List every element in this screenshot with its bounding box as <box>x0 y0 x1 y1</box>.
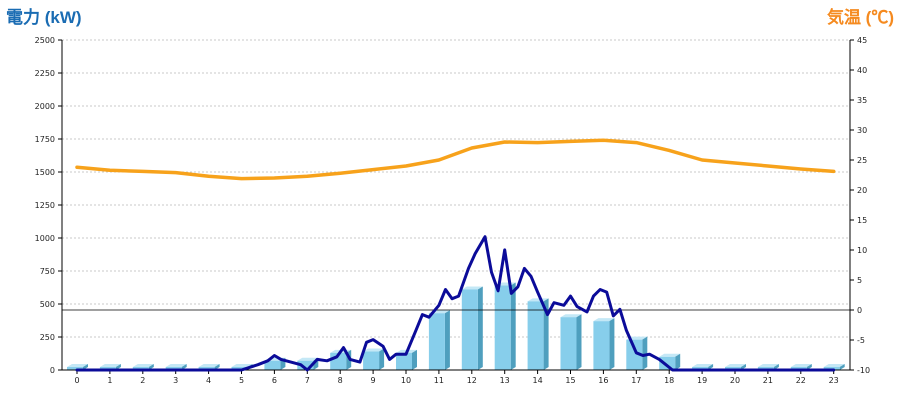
x-tick-label: 14 <box>533 376 543 385</box>
bar-top <box>790 364 812 367</box>
right-tick-label: 30 <box>857 126 867 135</box>
x-tick-label: 9 <box>371 376 376 385</box>
bar-top <box>231 364 253 367</box>
right-tick-label: 25 <box>857 156 867 165</box>
bar-side <box>576 314 582 370</box>
x-tick-label: 11 <box>434 376 444 385</box>
bar-side <box>609 318 615 370</box>
right-tick-label: 0 <box>857 306 862 315</box>
right-tick-label: 40 <box>857 66 867 75</box>
bar <box>593 321 610 370</box>
bar <box>264 360 281 370</box>
bar-top <box>99 364 121 367</box>
bar-top <box>560 314 582 318</box>
x-tick-label: 21 <box>763 376 773 385</box>
power-axis-title: 電力 (kW) <box>6 7 82 27</box>
bar-top <box>725 364 746 367</box>
x-tick-label: 19 <box>697 376 707 385</box>
left-tick-label: 500 <box>40 300 55 309</box>
bar-top <box>461 286 483 290</box>
x-tick-label: 0 <box>74 376 79 385</box>
bar-top <box>757 364 779 367</box>
right-tick-label: 5 <box>857 276 862 285</box>
gridlines <box>62 39 850 338</box>
bar-top <box>297 357 319 361</box>
x-tick-label: 4 <box>206 376 211 385</box>
left-tick-label: 2500 <box>35 36 55 45</box>
right-tick-label: 35 <box>857 96 867 105</box>
x-tick-label: 8 <box>338 376 343 385</box>
bar <box>626 339 643 370</box>
x-tick-label: 6 <box>272 376 277 385</box>
bar <box>527 301 544 370</box>
bar-top <box>67 364 88 367</box>
x-tick-label: 18 <box>664 376 674 385</box>
bar <box>67 367 83 370</box>
bar-top <box>165 364 187 367</box>
bar-top <box>527 298 549 302</box>
bar <box>461 289 478 370</box>
left-tick-label: 1250 <box>35 201 55 210</box>
bar <box>297 360 314 370</box>
bar <box>396 352 412 370</box>
x-tick-label: 3 <box>173 376 178 385</box>
x-tick-label: 23 <box>829 376 839 385</box>
left-tick-label: 1000 <box>35 234 55 243</box>
left-tick-label: 1500 <box>35 168 55 177</box>
power-line <box>75 235 836 372</box>
right-tick-label: 20 <box>857 186 867 195</box>
x-tick-label: 12 <box>467 376 477 385</box>
bar-side <box>675 353 681 370</box>
bar-side <box>412 349 417 370</box>
left-axis-ticks: 0 250 500 750 1000 1250 1500 1750 2000 2250 2500 <box>35 36 62 375</box>
bar <box>428 313 445 370</box>
bar-side <box>642 336 648 370</box>
x-tick-label: 22 <box>796 376 806 385</box>
x-tick-label: 2 <box>140 376 145 385</box>
bar-top <box>593 318 615 322</box>
right-tick-label: 45 <box>857 36 867 45</box>
series-lines <box>75 138 836 372</box>
bar-side <box>477 286 483 370</box>
x-tick-label: 16 <box>598 376 608 385</box>
bar-side <box>543 298 549 370</box>
left-tick-label: 2000 <box>35 102 55 111</box>
right-tick-label: -5 <box>857 336 865 345</box>
temperature-axis-title: 気温 (℃) <box>826 7 894 27</box>
right-tick-label: 10 <box>857 246 867 255</box>
bar <box>659 356 676 370</box>
x-tick-label: 1 <box>107 376 112 385</box>
bar <box>494 285 511 370</box>
right-tick-label: 15 <box>857 216 867 225</box>
bar-side <box>379 348 385 370</box>
x-axis-ticks: 0 1 2 3 4 5 6 7 8 9 10 11 12 13 14 15 16 17 18 19 20 21 22 23 <box>74 370 839 385</box>
x-tick-label: 10 <box>401 376 411 385</box>
bar-side <box>839 364 845 370</box>
bar <box>560 317 577 370</box>
bar-side <box>444 310 450 370</box>
left-tick-label: 250 <box>40 333 55 342</box>
left-tick-label: 1750 <box>35 135 55 144</box>
temperature-line <box>75 138 836 181</box>
x-tick-label: 13 <box>500 376 510 385</box>
right-axis-ticks: -10 -5 0 5 10 15 20 25 30 35 40 45 <box>850 36 870 375</box>
bar-top <box>692 364 714 367</box>
bar-side <box>510 282 516 370</box>
bar-top <box>198 364 220 367</box>
x-tick-label: 17 <box>631 376 641 385</box>
bar-top <box>132 364 154 367</box>
bar-top <box>363 348 385 352</box>
x-tick-label: 20 <box>730 376 740 385</box>
right-tick-label: -10 <box>857 366 870 375</box>
bar-top <box>823 364 845 367</box>
x-tick-label: 7 <box>305 376 310 385</box>
left-tick-label: 750 <box>40 267 55 276</box>
x-tick-label: 15 <box>565 376 575 385</box>
left-tick-label: 2250 <box>35 69 55 78</box>
bar <box>363 351 380 370</box>
left-tick-label: 0 <box>50 366 55 375</box>
bar-top <box>659 353 681 357</box>
x-tick-label: 5 <box>239 376 244 385</box>
